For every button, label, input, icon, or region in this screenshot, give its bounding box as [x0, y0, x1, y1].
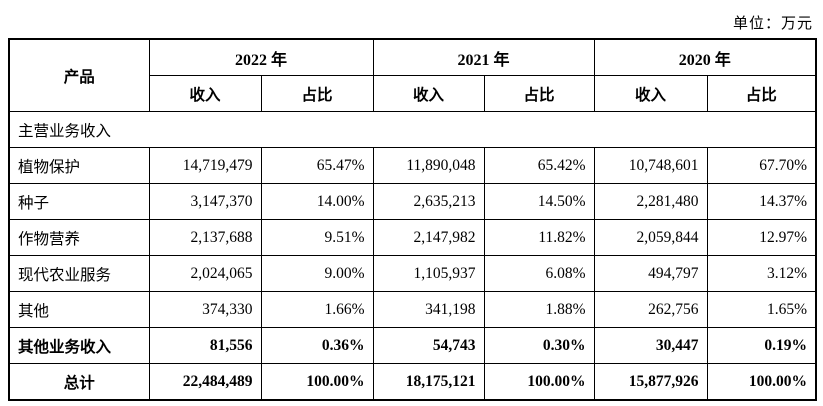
- cell-ratio-2020: 1.65%: [706, 291, 817, 328]
- cell-ratio-2022: 65.47%: [260, 147, 374, 184]
- row-label: 种子: [8, 183, 150, 220]
- cell-ratio-2021: 0.30%: [483, 327, 595, 364]
- cell-income-2022: 3,147,370: [148, 183, 262, 220]
- table-row: 种子 3,147,370 14.00% 2,635,213 14.50% 2,2…: [8, 183, 817, 220]
- cell-income-2021: 1,105,937: [372, 255, 485, 292]
- table-row-total: 总计 22,484,489 100.00% 18,175,121 100.00%…: [8, 363, 817, 401]
- cell-ratio-2022: 9.00%: [260, 255, 374, 292]
- col-header-year-2022: 2022 年: [148, 38, 374, 76]
- row-label: 其他: [8, 291, 150, 328]
- table-row: 其他 374,330 1.66% 341,198 1.88% 262,756 1…: [8, 291, 817, 328]
- cell-income-2022: 22,484,489: [148, 363, 262, 401]
- cell-income-2022: 81,556: [148, 327, 262, 364]
- col-header-income-2022: 收入: [148, 75, 262, 112]
- cell-income-2020: 262,756: [593, 291, 708, 328]
- section-header-row: 主营业务收入: [8, 111, 817, 148]
- cell-ratio-2020: 0.19%: [706, 327, 817, 364]
- cell-income-2020: 2,059,844: [593, 219, 708, 256]
- cell-ratio-2022: 9.51%: [260, 219, 374, 256]
- table-header-row-sub: 收入 占比 收入 占比 收入 占比: [9, 75, 817, 112]
- cell-income-2021: 2,147,982: [372, 219, 485, 256]
- cell-income-2021: 2,635,213: [372, 183, 485, 220]
- cell-income-2022: 2,024,065: [148, 255, 262, 292]
- cell-income-2021: 18,175,121: [372, 363, 485, 401]
- cell-ratio-2021: 14.50%: [483, 183, 595, 220]
- cell-ratio-2021: 65.42%: [483, 147, 595, 184]
- cell-income-2020: 494,797: [593, 255, 708, 292]
- cell-ratio-2022: 1.66%: [260, 291, 374, 328]
- revenue-table: 产品 2022 年 2021 年 2020 年 收入 占比 收入 占比 收入 占…: [8, 38, 818, 401]
- col-header-year-2021: 2021 年: [372, 38, 595, 76]
- row-label: 现代农业服务: [8, 255, 150, 292]
- cell-income-2020: 2,281,480: [593, 183, 708, 220]
- cell-ratio-2022: 0.36%: [260, 327, 374, 364]
- row-label-total: 总计: [8, 363, 150, 401]
- table-row: 作物营养 2,137,688 9.51% 2,147,982 11.82% 2,…: [8, 219, 817, 256]
- cell-ratio-2021: 1.88%: [483, 291, 595, 328]
- cell-ratio-2020: 12.97%: [706, 219, 817, 256]
- col-header-year-2020: 2020 年: [593, 38, 817, 76]
- table-row: 植物保护 14,719,479 65.47% 11,890,048 65.42%…: [8, 147, 817, 184]
- row-label: 作物营养: [8, 219, 150, 256]
- cell-income-2020: 15,877,926: [593, 363, 708, 401]
- row-label: 其他业务收入: [8, 327, 150, 364]
- cell-ratio-2021: 11.82%: [483, 219, 595, 256]
- cell-ratio-2022: 14.00%: [260, 183, 374, 220]
- row-label: 植物保护: [8, 147, 150, 184]
- col-header-ratio-2021: 占比: [483, 75, 595, 112]
- cell-ratio-2020: 100.00%: [706, 363, 817, 401]
- cell-income-2022: 14,719,479: [148, 147, 262, 184]
- section-header-main-revenue: 主营业务收入: [8, 111, 817, 148]
- cell-income-2021: 11,890,048: [372, 147, 485, 184]
- cell-ratio-2020: 3.12%: [706, 255, 817, 292]
- cell-income-2020: 10,748,601: [593, 147, 708, 184]
- table-row: 现代农业服务 2,024,065 9.00% 1,105,937 6.08% 4…: [8, 255, 817, 292]
- cell-income-2022: 374,330: [148, 291, 262, 328]
- col-header-income-2020: 收入: [593, 75, 708, 112]
- col-header-income-2021: 收入: [372, 75, 485, 112]
- cell-ratio-2020: 14.37%: [706, 183, 817, 220]
- cell-ratio-2020: 67.70%: [706, 147, 817, 184]
- table-header-row-years: 产品 2022 年 2021 年 2020 年: [8, 38, 817, 112]
- col-header-ratio-2022: 占比: [260, 75, 374, 112]
- cell-income-2020: 30,447: [593, 327, 708, 364]
- table-row-other-business: 其他业务收入 81,556 0.36% 54,743 0.30% 30,447 …: [8, 327, 817, 364]
- cell-ratio-2022: 100.00%: [260, 363, 374, 401]
- cell-income-2021: 54,743: [372, 327, 485, 364]
- unit-label: 单位：万元: [732, 16, 813, 32]
- cell-ratio-2021: 100.00%: [483, 363, 595, 401]
- col-header-ratio-2020: 占比: [706, 75, 817, 112]
- cell-ratio-2021: 6.08%: [483, 255, 595, 292]
- col-header-product: 产品: [8, 38, 150, 112]
- cell-income-2021: 341,198: [372, 291, 485, 328]
- cell-income-2022: 2,137,688: [148, 219, 262, 256]
